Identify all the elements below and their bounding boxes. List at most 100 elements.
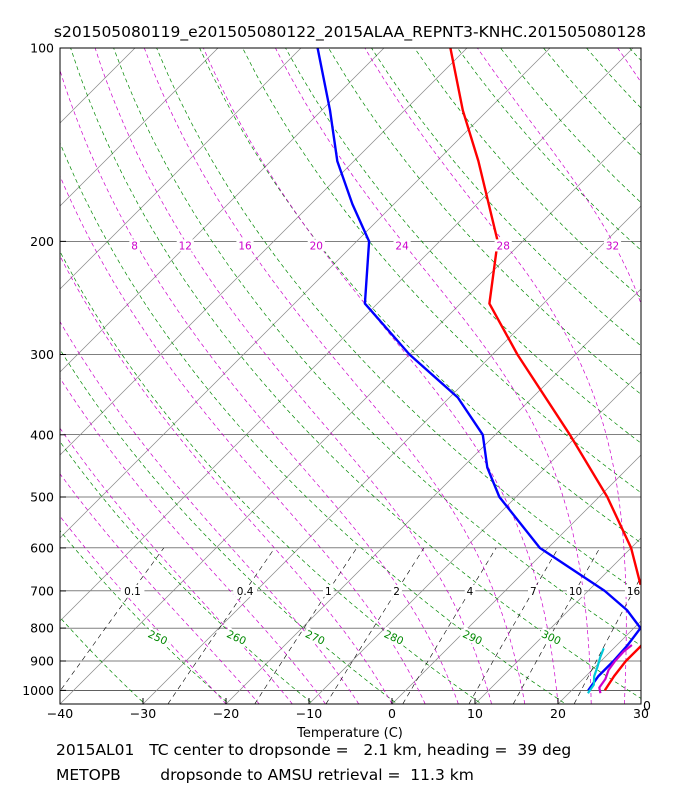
dry-adiabat-line (543, 48, 641, 156)
isotherm-line (142, 205, 641, 704)
y-tick-label: 800 (30, 621, 54, 636)
moist-adiabat-label: 12 (179, 240, 192, 252)
isotherm-line (60, 48, 634, 622)
dry-adiabat-line (60, 441, 314, 704)
dry-adiabat-line (60, 616, 146, 704)
moist-adiabat-line (60, 377, 326, 704)
dry-adiabat-line (328, 48, 641, 395)
moist-adiabat-label: 24 (395, 240, 409, 252)
moist-adiabat-line (364, 48, 627, 704)
isotherm-line (225, 288, 641, 704)
x-tick-label: −40 (47, 706, 73, 721)
y-tick-label: 100 (30, 41, 54, 56)
isotherm-line (60, 122, 641, 704)
moist-adiabat-line (60, 515, 227, 704)
plot-frame (59, 47, 642, 705)
isotherm-line (391, 454, 641, 704)
y-tick-label: 300 (30, 347, 54, 362)
y-tick-label: 500 (30, 490, 54, 505)
isotherm-line (308, 371, 641, 704)
dry-adiabat-line (414, 48, 641, 299)
isotherm-line (60, 48, 136, 124)
y-tick-label: 700 (30, 583, 54, 598)
dry-adiabat-line (60, 529, 230, 704)
x-tick-label: −10 (296, 706, 322, 721)
y-tick-label: 600 (30, 540, 54, 555)
dry-adiabat-line (629, 48, 641, 62)
x-axis-label: Temperature (C) (296, 726, 403, 741)
mixing-ratio-line (325, 547, 425, 704)
mixing-ratio-label: 7 (530, 586, 537, 598)
chart-title: s201505080119_e201505080122_2015ALAA_REP… (54, 23, 646, 42)
x-tick-label: −30 (130, 706, 156, 721)
dry-adiabat-line (457, 48, 641, 251)
y-tick-label: 1000 (22, 683, 54, 698)
mixing-ratio-line (573, 576, 641, 704)
dry-adiabat-line (60, 250, 483, 704)
mixing-ratio-label: 4 (467, 586, 474, 598)
x-tick-label: 0 (388, 706, 396, 721)
dry-adiabat-line (199, 48, 641, 544)
moist-adiabat-label: 20 (310, 240, 323, 252)
moist-adiabat-line (60, 320, 360, 704)
mixing-ratio-label: 0.1 (124, 586, 141, 598)
x-tick-label: 30 (633, 706, 649, 721)
moist-adiabat-line (60, 473, 260, 704)
x-tick-label: 10 (467, 706, 483, 721)
footer-line-2: METOPB dropsonde to AMSU retrieval = 11.… (56, 766, 474, 784)
moist-adiabat-label: 8 (131, 240, 138, 252)
mixing-ratio-label: 16 (627, 586, 641, 598)
moist-adiabat-line (143, 48, 526, 704)
dry-adiabat-line (285, 48, 641, 444)
temperature-profile (449, 48, 641, 692)
moist-adiabat-label: 32 (606, 240, 619, 252)
dry-adiabat-line (586, 48, 641, 109)
mixing-ratio-line (60, 547, 165, 692)
mixing-ratio-line (468, 547, 559, 704)
moist-adiabat-line (60, 255, 393, 704)
dry-adiabat-line (371, 48, 641, 347)
isotherm-line (60, 48, 219, 207)
dry-adiabat-line (242, 48, 641, 494)
isotherm-line (60, 48, 302, 290)
dry-adiabat-line (60, 702, 62, 704)
moist-adiabat-label: 16 (238, 240, 252, 252)
mixing-ratio-label: 0.4 (237, 586, 254, 598)
mixing-ratio-label: 10 (569, 586, 582, 598)
moist-adiabat-label: 28 (497, 240, 510, 252)
corner-label: 0 (643, 698, 651, 713)
x-tick-label: 20 (550, 706, 566, 721)
moist-adiabat-line (94, 48, 492, 704)
dry-adiabat-line (500, 48, 641, 204)
y-tick-label: 200 (30, 234, 54, 249)
moist-adiabat-line (275, 48, 592, 704)
dry-adiabat-line (70, 48, 641, 699)
dewpoint-profile (316, 48, 641, 692)
isotherm-line (60, 48, 551, 539)
isotherm-line (557, 620, 641, 704)
dry-adiabat-line (60, 348, 398, 704)
moist-adiabat-line (60, 427, 293, 704)
mixing-ratio-line (167, 547, 276, 704)
dry-adiabat-line (156, 48, 641, 595)
isotherm-line (640, 703, 641, 704)
isotherm-line (0, 48, 52, 704)
isotherm-line (474, 537, 641, 704)
moist-adiabat-line (60, 175, 426, 704)
mixing-ratio-label: 2 (393, 586, 400, 598)
dropsonde-temperature-profile (598, 644, 633, 694)
y-tick-label: 400 (30, 427, 54, 442)
dropsonde-dewpoint-profile (586, 647, 605, 694)
dry-adiabat-line (113, 48, 641, 647)
x-tick-label: −20 (213, 706, 239, 721)
mixing-ratio-label: 1 (325, 586, 332, 598)
footer-line-1: 2015AL01 TC center to dropsonde = 2.1 km… (56, 741, 572, 759)
moist-adiabat-line (476, 48, 641, 305)
dry-adiabat-line (673, 48, 700, 707)
isotherm-line (60, 48, 468, 456)
isotherm-line (60, 48, 385, 373)
y-tick-label: 900 (30, 653, 54, 668)
mixing-ratio-line (254, 547, 358, 704)
dry-adiabat-line (60, 142, 567, 704)
